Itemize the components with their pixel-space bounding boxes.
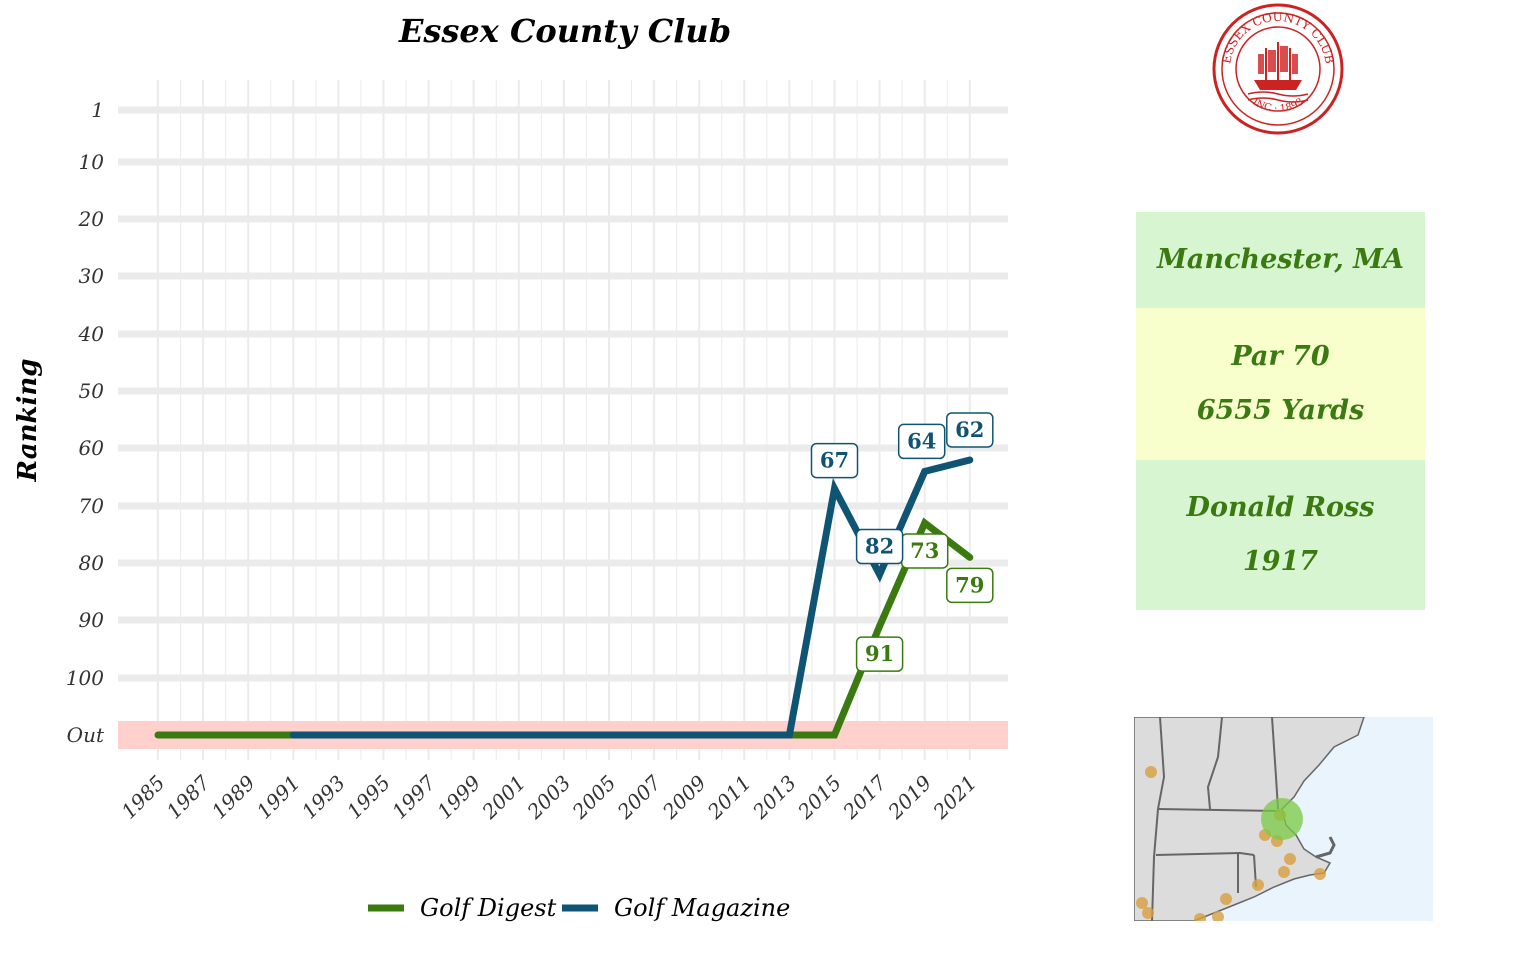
y-tick-label: 60 [79, 436, 105, 460]
data-label-box [946, 412, 994, 448]
y-tick-label: 70 [79, 494, 105, 518]
x-tick-label: 1989 [207, 770, 260, 823]
x-tick-label: 2009 [657, 770, 711, 824]
legend: Golf Digest Golf Magazine [368, 894, 790, 922]
state-border [1155, 851, 1255, 856]
y-tick-label: 30 [79, 264, 105, 288]
x-tick-label: 1991 [252, 771, 305, 824]
data-label: 91 [855, 636, 904, 672]
chart-title: Essex County Club [398, 12, 731, 50]
x-tick-label: 2017 [837, 770, 891, 824]
course-info-panel: Manchester, MA Par 70 6555 Yards Donald … [1136, 212, 1425, 610]
data-label: 73 [900, 533, 949, 569]
state-border [1206, 717, 1223, 810]
x-tick-label: 2015 [792, 771, 846, 825]
x-tick-label: 2021 [928, 771, 982, 825]
data-label-box [855, 636, 904, 672]
x-tick-label: 2005 [567, 771, 621, 825]
data-label-box [810, 442, 859, 479]
grid [118, 80, 1008, 760]
data-label-box [897, 423, 946, 460]
y-tick-label: 100 [66, 666, 104, 690]
x-tick-label: 2003 [522, 771, 576, 825]
club-seal-logo: ESSEX COUNTY CLUB INC · 1893 [1212, 3, 1344, 135]
y-tick-label: 40 [78, 322, 105, 346]
data-label-value: 91 [865, 641, 894, 666]
data-label: 67 [810, 442, 859, 479]
x-tick-label: 1985 [117, 771, 170, 824]
y-tick-label: 90 [79, 608, 105, 632]
y-tick-label: 10 [79, 150, 105, 174]
x-tick-label: 2013 [747, 771, 801, 825]
x-tick-label: 1995 [342, 771, 395, 824]
x-tick-label: 2001 [477, 771, 531, 825]
architect-box: Donald Ross 1917 [1136, 460, 1425, 610]
y-tick-label: 1 [91, 98, 104, 122]
x-tick-label: 2019 [883, 770, 937, 824]
location-text: Manchester, MA [1156, 244, 1404, 275]
data-label-value: 82 [865, 534, 894, 559]
data-label-value: 64 [907, 428, 936, 453]
data-label: 64 [897, 423, 946, 460]
par-text: Par 70 [1231, 341, 1330, 372]
data-label-box [855, 528, 904, 565]
data-labels: 91 73 79 67 82 64 62 [810, 412, 994, 672]
x-tick-label: 1999 [432, 770, 485, 823]
state-border [1157, 808, 1281, 812]
data-label: 62 [946, 412, 994, 448]
cape-cod [1315, 836, 1336, 859]
x-tick-label: 1997 [387, 770, 440, 823]
x-tick-label: 1993 [297, 771, 350, 824]
data-label-value: 62 [955, 417, 984, 442]
y-tick-label: 20 [78, 207, 105, 231]
y-tick-label: 50 [79, 379, 105, 403]
location-box: Manchester, MA [1136, 212, 1425, 308]
x-tick-label: 2011 [702, 771, 756, 825]
data-label-value: 73 [910, 538, 939, 563]
legend-label: Golf Digest [420, 894, 557, 922]
data-label: 79 [946, 567, 994, 604]
architect-text: Donald Ross [1186, 492, 1375, 523]
data-label-box [946, 567, 994, 604]
x-tick-label: 2007 [612, 770, 666, 824]
x-tick-label: 1987 [162, 770, 215, 823]
location-map [1134, 717, 1433, 921]
highlighted-course-marker [1261, 798, 1303, 840]
legend-label: Golf Magazine [614, 894, 790, 922]
course-stats-box: Par 70 6555 Yards [1136, 308, 1425, 460]
built-year-text: 1917 [1242, 546, 1319, 577]
data-label-value: 67 [820, 448, 849, 473]
data-label: 82 [855, 528, 904, 565]
state-border [1271, 717, 1279, 810]
svg-text:INC · 1893: INC · 1893 [1250, 96, 1305, 114]
y-tick-label: 80 [79, 551, 105, 575]
data-label-value: 79 [955, 572, 984, 597]
y-tick-label: Out [67, 723, 105, 747]
y-axis-label: Ranking [13, 359, 43, 483]
yards-text: 6555 Yards [1196, 395, 1365, 426]
